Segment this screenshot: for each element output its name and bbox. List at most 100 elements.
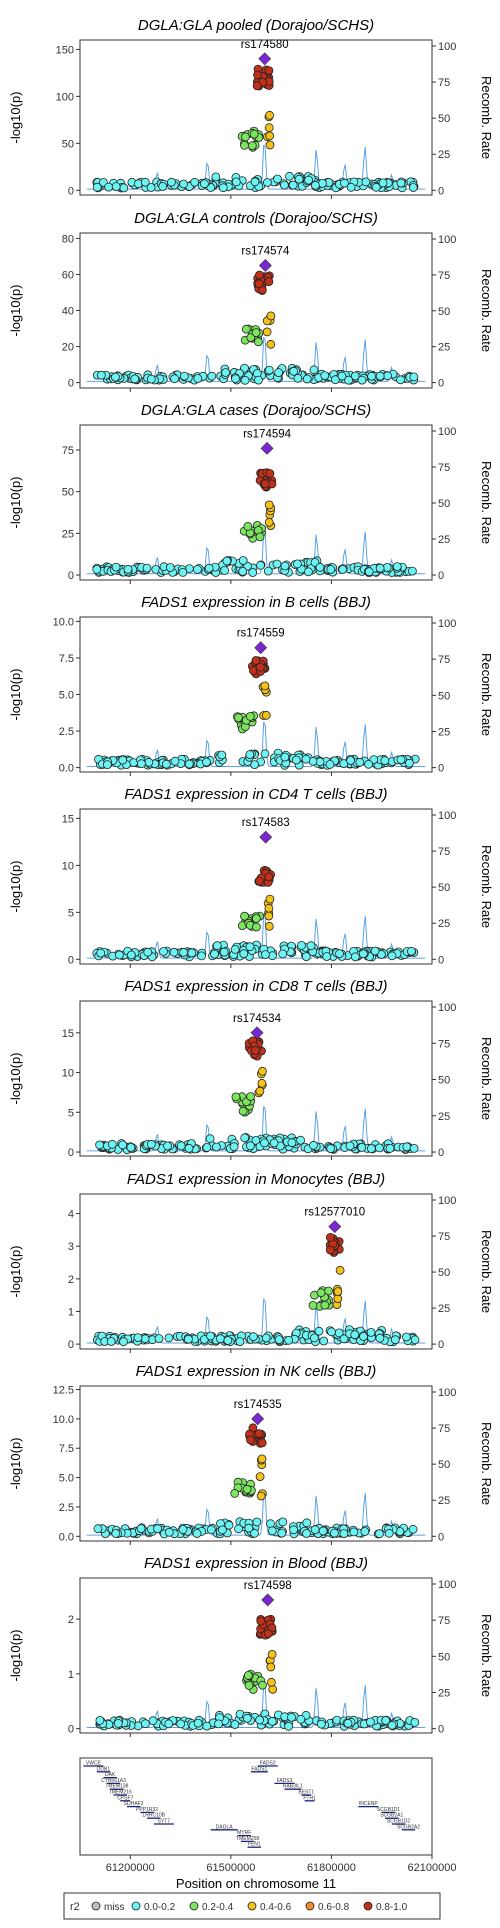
- snp-point: [319, 1336, 329, 1346]
- y-axis-label: -log10(p): [8, 1052, 23, 1104]
- gene-track-frame: [79, 1757, 433, 1856]
- snp-point: [264, 921, 274, 931]
- snp-point: [316, 1288, 326, 1298]
- gene-label: LRRC10B: [142, 1813, 165, 1819]
- snp-point: [255, 662, 265, 672]
- snp-point: [143, 947, 153, 957]
- snp-point: [111, 1529, 121, 1538]
- y-tick-label: 5.0: [59, 1473, 74, 1485]
- snp-point: [292, 559, 302, 569]
- snp-point: [326, 1144, 336, 1153]
- snp-point: [179, 948, 189, 957]
- snp-point: [115, 950, 124, 960]
- y-tick-label: 15: [62, 813, 74, 825]
- snp-points: [93, 1233, 420, 1347]
- snp-point: [316, 1719, 326, 1729]
- snp-point: [302, 374, 312, 384]
- snp-point: [92, 565, 102, 574]
- snp-point: [309, 1333, 319, 1343]
- snp-point: [193, 374, 203, 383]
- snp-point: [306, 941, 316, 951]
- y-tick-label: 12.5: [53, 1385, 74, 1397]
- snp-point: [343, 1718, 353, 1728]
- snp-point: [264, 66, 274, 75]
- snp-point: [266, 1519, 275, 1529]
- snp-point: [255, 1715, 265, 1725]
- snp-point: [261, 710, 271, 720]
- chart-panel-4: FADS1 expression in B cells (BBJ) 0.0 2.5 5…: [8, 594, 494, 776]
- snp-point: [165, 563, 175, 572]
- snp-point: [246, 1435, 255, 1445]
- chart-panel-1: DGLA:GLA pooled (Dorajoo/SCHS) 0 50 100 150 -…: [8, 17, 494, 199]
- snp-point: [264, 903, 274, 913]
- snp-point: [384, 1528, 394, 1538]
- snp-point: [337, 371, 347, 381]
- snp-point: [301, 754, 311, 764]
- snp-point: [254, 375, 263, 385]
- y-axis-label: -log10(p): [8, 476, 23, 528]
- snp-point: [249, 129, 259, 139]
- snp-point: [192, 1529, 202, 1538]
- y-tick-label: 0: [68, 1724, 74, 1736]
- snp-point: [92, 182, 102, 192]
- snp-point: [217, 1525, 227, 1535]
- legend-label: 0.6-0.8: [318, 1902, 350, 1913]
- snp-point: [161, 759, 171, 769]
- snp-point: [320, 1300, 330, 1310]
- snp-point: [344, 375, 354, 385]
- lead-snp-marker: [328, 1220, 342, 1234]
- y-tick-label: 0: [68, 1339, 74, 1351]
- snp-point: [293, 373, 303, 383]
- legend-label: miss: [104, 1902, 125, 1913]
- chart-panel-6: FADS1 expression in CD8 T cells (BBJ) 0 5 1…: [8, 978, 494, 1160]
- snp-point: [285, 171, 294, 181]
- snp-point: [146, 183, 156, 192]
- recomb-tick-label: 0: [438, 570, 444, 582]
- snp-point: [366, 1328, 376, 1337]
- snp-point: [206, 1331, 215, 1341]
- gene-label: CYB561A3: [101, 1778, 126, 1784]
- snp-point: [260, 479, 270, 489]
- snp-point: [166, 177, 176, 187]
- snp-point: [346, 756, 356, 765]
- plot-frame: [79, 1577, 433, 1734]
- snp-point: [315, 562, 325, 572]
- plot-frame: [79, 39, 433, 196]
- panel-title: FADS1 expression in NK cells (BBJ): [136, 1363, 377, 1380]
- snp-point: [244, 1523, 254, 1533]
- snp-point: [287, 1712, 296, 1722]
- recomb-tick-label: 0: [438, 1147, 444, 1159]
- snp-point: [360, 1527, 370, 1536]
- snp-point: [291, 755, 301, 765]
- snp-point: [95, 1716, 105, 1725]
- snp-point: [234, 1524, 243, 1534]
- snp-point: [310, 180, 320, 190]
- snp-point: [266, 1662, 276, 1672]
- snp-point: [264, 872, 274, 882]
- y-tick-label: 10.0: [53, 616, 74, 628]
- y-tick-label: 1: [68, 1306, 74, 1318]
- snp-point: [250, 1528, 259, 1538]
- snp-point: [266, 311, 276, 321]
- recomb-tick-label: 0: [438, 185, 444, 197]
- snp-point: [113, 1719, 123, 1728]
- x-tick-label: 61200000: [106, 1862, 155, 1874]
- snp-point: [280, 752, 290, 762]
- recomb-tick-label: 0: [438, 378, 444, 390]
- gene-label: SCGB1D2: [387, 1819, 411, 1825]
- snp-point: [252, 1517, 262, 1527]
- snp-point: [250, 1046, 260, 1055]
- chart-panel-2: DGLA:GLA controls (Dorajoo/SCHS) 0 20 40 60 8…: [8, 210, 494, 392]
- snp-point: [192, 565, 202, 574]
- snp-point: [274, 1335, 284, 1344]
- recomb-tick-label: 0: [438, 954, 444, 966]
- recomb-tick-label: 100: [438, 1579, 456, 1591]
- legend-label: 0.4-0.6: [260, 1902, 292, 1913]
- recomb-tick-label: 50: [438, 1651, 450, 1663]
- snp-point: [325, 1245, 335, 1255]
- snp-point: [104, 182, 113, 192]
- chart-panel-8: FADS1 expression in NK cells (BBJ) 0.0 2.5…: [8, 1363, 494, 1545]
- snp-point: [264, 277, 274, 287]
- snp-point: [265, 469, 275, 478]
- snp-point: [215, 1334, 225, 1344]
